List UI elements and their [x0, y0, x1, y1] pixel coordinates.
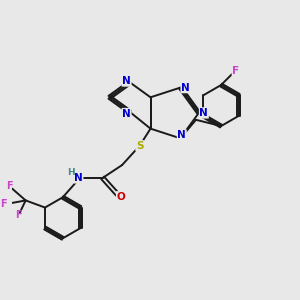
Text: N: N — [181, 82, 190, 93]
Text: S: S — [136, 141, 143, 151]
Text: H: H — [68, 168, 75, 177]
Text: F: F — [15, 210, 22, 220]
Text: F: F — [232, 66, 239, 76]
Text: F: F — [6, 181, 13, 191]
Text: N: N — [122, 76, 131, 86]
Text: N: N — [74, 173, 83, 183]
Text: N: N — [177, 130, 186, 140]
Text: O: O — [116, 192, 125, 202]
Text: N: N — [200, 108, 208, 118]
Text: F: F — [0, 199, 7, 209]
Text: N: N — [122, 109, 131, 118]
